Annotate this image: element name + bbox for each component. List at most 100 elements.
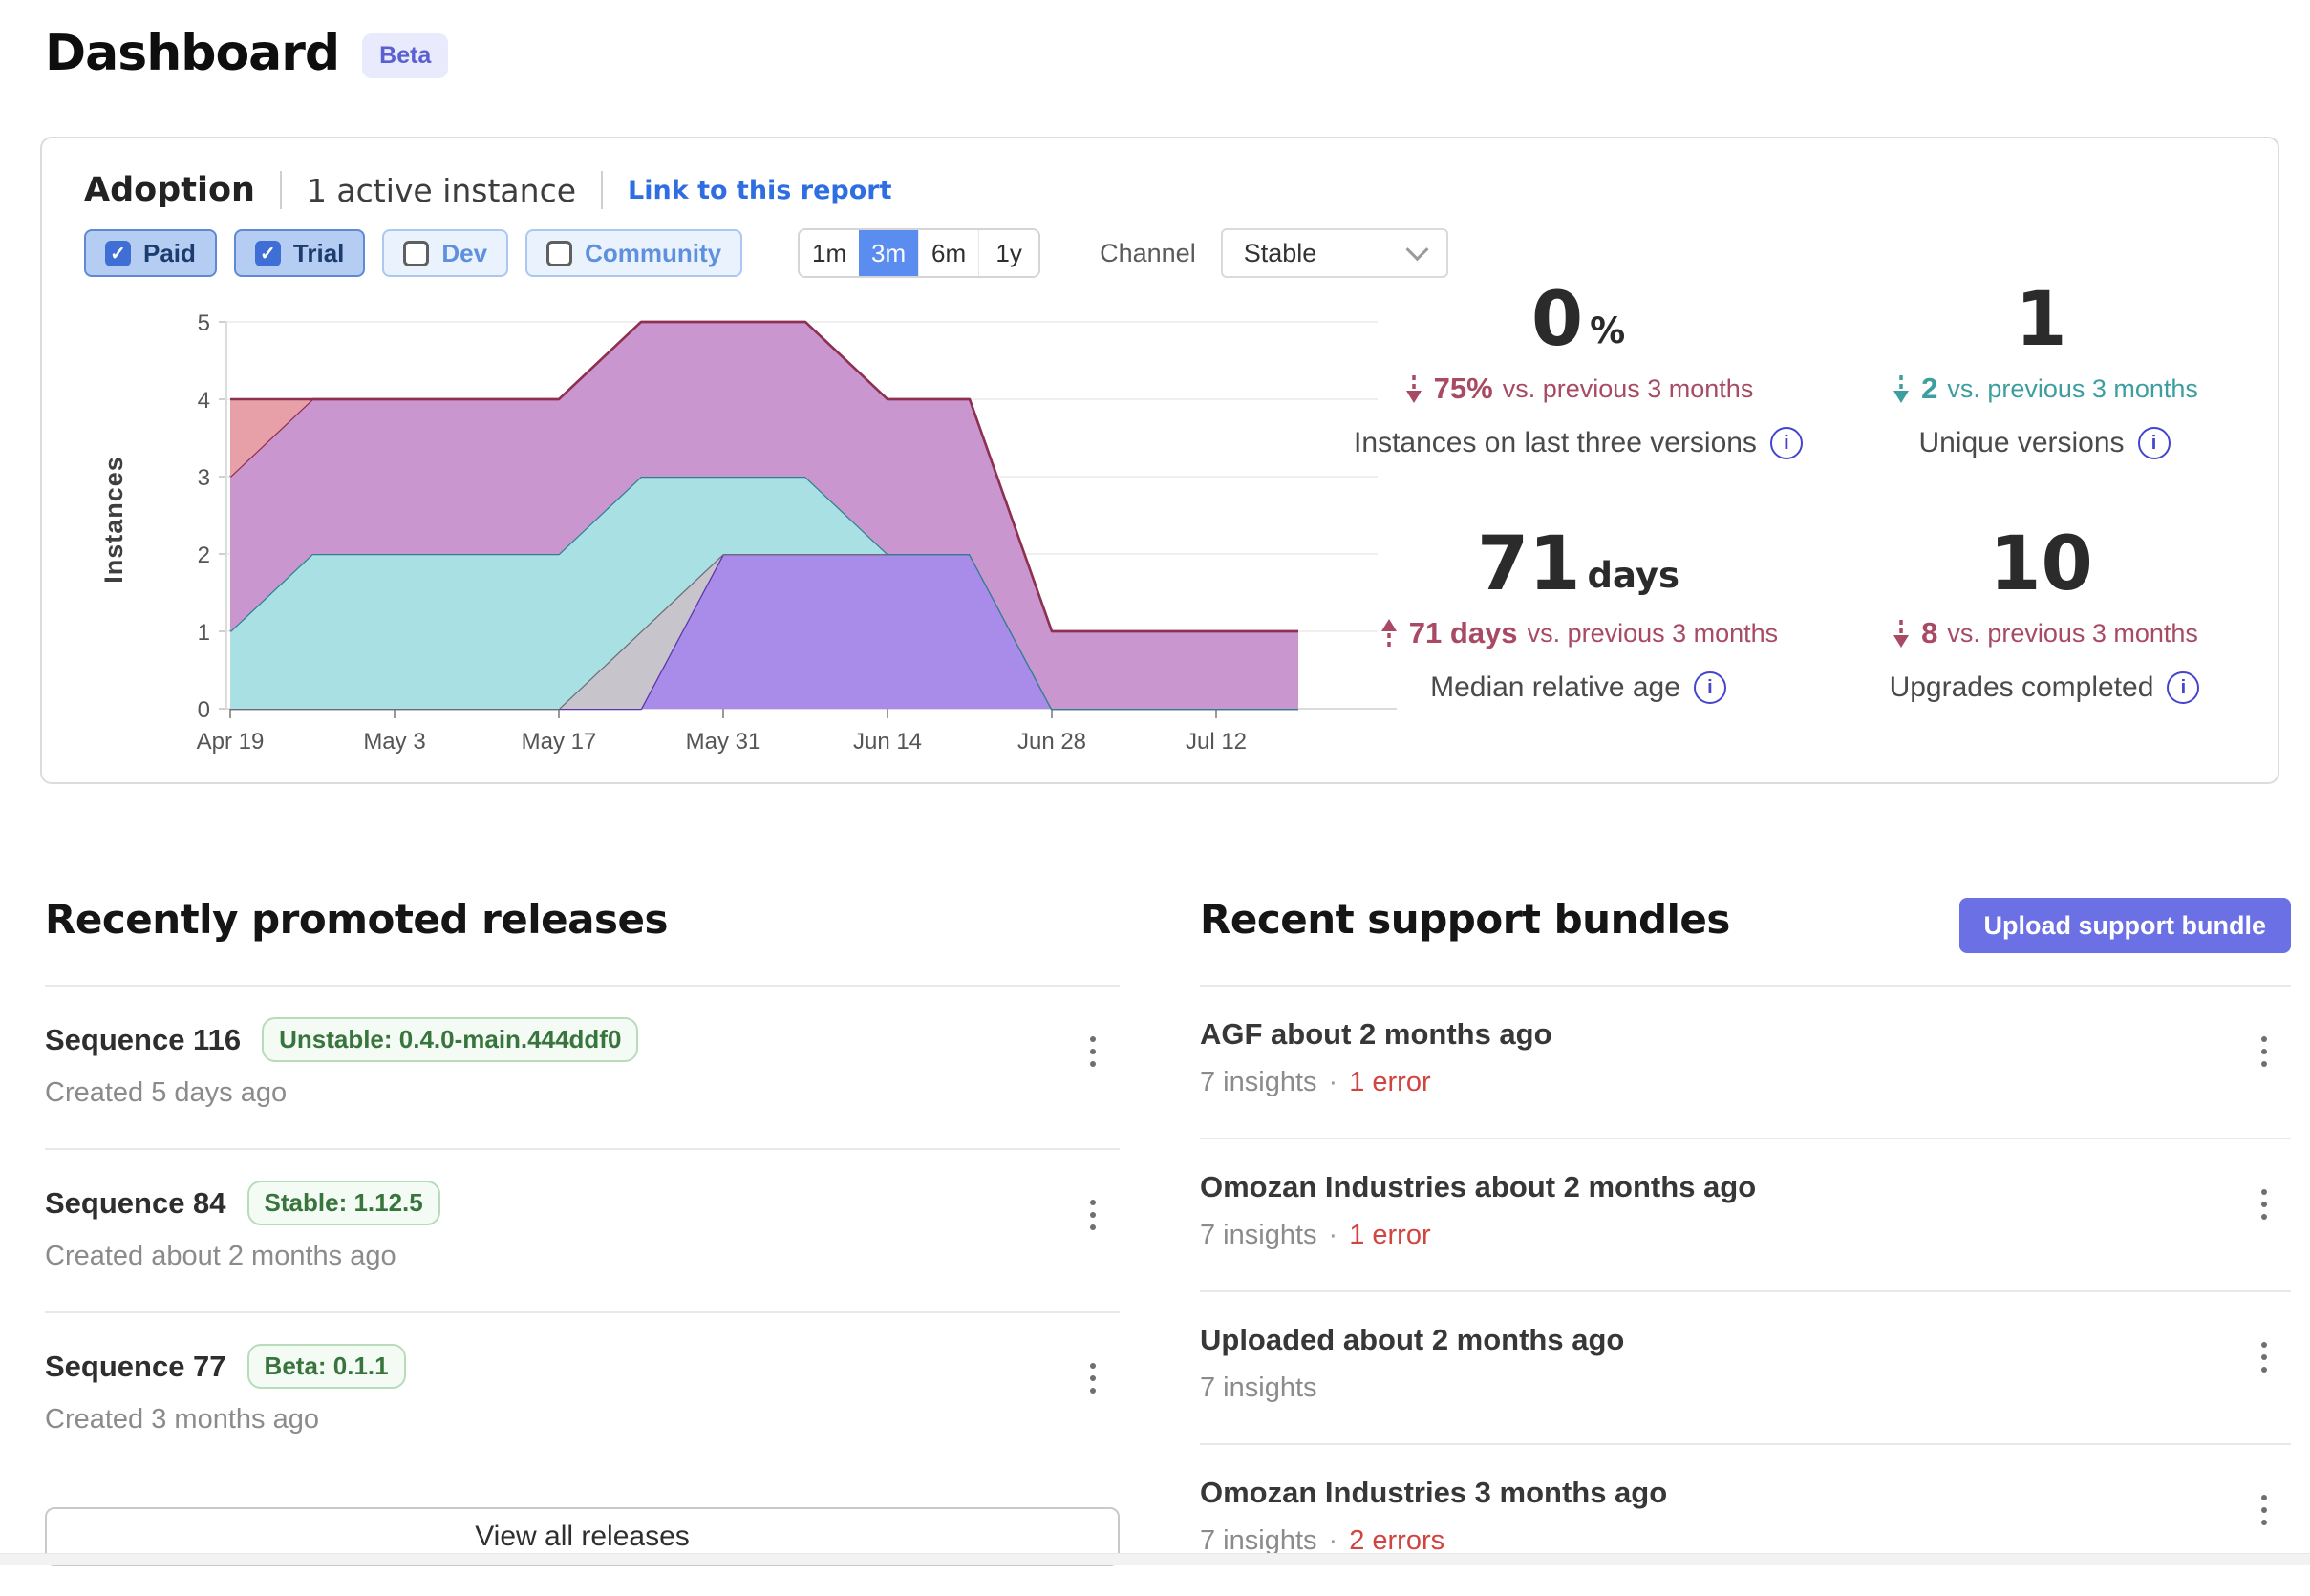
kebab-menu-button[interactable]	[2245, 1334, 2283, 1380]
info-icon[interactable]: i	[1693, 671, 1726, 704]
trend-up-icon	[1379, 617, 1400, 649]
stat-unit: %	[1590, 310, 1626, 351]
filter-toggle-community[interactable]: Community	[525, 229, 743, 277]
stat-label: Upgrades completed	[1889, 671, 2154, 703]
kebab-menu-button[interactable]	[1074, 1192, 1112, 1238]
bundle-title: AGF about 2 months ago	[1200, 1017, 1552, 1051]
release-list: Sequence 116 Unstable: 0.4.0-main.444ddf0…	[45, 985, 1120, 1475]
info-icon[interactable]: i	[2137, 427, 2171, 459]
stat-label: Instances on last three versions	[1354, 427, 1757, 458]
releases-heading: Recently promoted releases	[45, 896, 669, 943]
dot-separator: ·	[1328, 1525, 1338, 1556]
insights-count: 7 insights	[1200, 1373, 1317, 1403]
checked-checkbox-icon: ✓	[254, 240, 281, 266]
support-bundle-row[interactable]: Omozan Industries 3 months ago 7 insights…	[1200, 1443, 2291, 1596]
range-button-3m[interactable]: 3m	[859, 230, 919, 276]
range-button-1y[interactable]: 1y	[978, 230, 1039, 276]
stat-change-suffix: vs. previous 3 months	[1947, 618, 2198, 648]
bundles-heading: Recent support bundles	[1200, 896, 1730, 943]
filter-toggle-trial[interactable]: ✓ Trial	[233, 229, 366, 277]
svg-text:Jul 12: Jul 12	[1186, 729, 1247, 755]
svg-text:May 31: May 31	[686, 729, 761, 755]
support-bundle-row[interactable]: AGF about 2 months ago 7 insights · 1 error	[1200, 985, 2291, 1138]
stat-label: Median relative age	[1430, 671, 1680, 703]
error-count: 1 error	[1349, 1220, 1431, 1250]
chevron-down-icon	[1405, 237, 1429, 261]
release-sequence-title: Sequence 77	[45, 1349, 226, 1383]
area-band-magenta-version	[230, 322, 1298, 709]
error-count: 1 error	[1349, 1067, 1431, 1097]
upload-support-bundle-button[interactable]: Upload support bundle	[1958, 898, 2291, 953]
support-bundle-row[interactable]: Uploaded about 2 months ago 7 insights	[1200, 1290, 2291, 1443]
stat-instances-last-three-versions: 0% 75% vs. previous 3 months Instances on…	[1311, 282, 1846, 459]
stat-unit: days	[1587, 555, 1679, 596]
support-bundle-row[interactable]: Omozan Industries about 2 months ago 7 in…	[1200, 1138, 2291, 1290]
stat-change-suffix: vs. previous 3 months	[1527, 618, 1779, 648]
range-button-1m[interactable]: 1m	[800, 230, 860, 276]
insights-count: 7 insights	[1200, 1525, 1317, 1556]
kebab-menu-button[interactable]	[1074, 1355, 1112, 1401]
kebab-menu-button[interactable]	[1074, 1029, 1112, 1075]
filter-toggle-paid[interactable]: ✓ Paid	[84, 229, 217, 277]
filter-toggle-dev[interactable]: Dev	[382, 229, 509, 277]
bundle-title: Omozan Industries about 2 months ago	[1200, 1170, 1757, 1203]
link-to-report[interactable]: Link to this report	[628, 175, 892, 205]
release-created-date: Created 3 months ago	[45, 1404, 319, 1435]
info-icon[interactable]: i	[1769, 427, 1803, 459]
stat-unique-versions: 1 2 vs. previous 3 months Unique versions…	[1777, 282, 2310, 459]
active-instance-count: 1 active instance	[306, 171, 577, 209]
adoption-card-header: Adoption 1 active instance Link to this …	[84, 171, 892, 209]
unchecked-checkbox-icon	[403, 240, 430, 266]
dot-separator: ·	[1328, 1067, 1338, 1097]
release-created-date: Created 5 days ago	[45, 1077, 288, 1108]
unchecked-checkbox-icon	[546, 240, 573, 266]
trend-down-icon	[1403, 372, 1424, 405]
svg-text:Apr 19: Apr 19	[197, 729, 265, 755]
channel-select[interactable]: Stable	[1220, 228, 1448, 278]
release-row[interactable]: Sequence 84 Stable: 1.12.5 Created about 2…	[45, 1148, 1120, 1311]
stat-change-suffix: vs. previous 3 months	[1502, 373, 1754, 403]
svg-text:2: 2	[198, 543, 210, 568]
svg-text:May 17: May 17	[522, 729, 597, 755]
adoption-card: Adoption 1 active instance Link to this …	[40, 137, 2279, 784]
release-created-date: Created about 2 months ago	[45, 1241, 396, 1271]
divider	[279, 171, 282, 209]
version-badge: Unstable: 0.4.0-main.444ddf0	[262, 1017, 639, 1062]
trend-down-icon	[1891, 617, 1912, 649]
range-button-6m[interactable]: 6m	[918, 230, 979, 276]
svg-text:4: 4	[198, 388, 210, 414]
dot-separator: ·	[1328, 1220, 1338, 1250]
kebab-menu-button[interactable]	[2245, 1029, 2283, 1075]
kebab-menu-button[interactable]	[2245, 1181, 2283, 1227]
area-band-teal-version	[230, 477, 1298, 709]
insights-count: 7 insights	[1200, 1220, 1317, 1250]
version-badge: Stable: 1.12.5	[246, 1181, 440, 1225]
svg-text:3: 3	[198, 465, 210, 491]
filter-label: Paid	[143, 238, 196, 267]
divider	[601, 171, 604, 209]
version-badge: Beta: 0.1.1	[246, 1344, 406, 1389]
release-row[interactable]: Sequence 77 Beta: 0.1.1 Created 3 months a…	[45, 1311, 1120, 1475]
insights-count: 7 insights	[1200, 1067, 1317, 1097]
info-icon[interactable]: i	[2167, 671, 2200, 704]
beta-badge: Beta	[362, 32, 449, 78]
svg-text:Instances: Instances	[99, 456, 128, 584]
channel-selected-value: Stable	[1243, 238, 1317, 267]
stat-value: 1	[2015, 277, 2067, 363]
filter-label: Trial	[292, 238, 345, 267]
stat-label: Unique versions	[1918, 427, 2125, 458]
channel-label: Channel	[1100, 238, 1196, 267]
page-header: Dashboard Beta	[45, 25, 449, 82]
stat-median-relative-age: 71 days 71 days vs. previous 3 months Medi…	[1311, 526, 1846, 704]
recently-promoted-releases-section: Recently promoted releases Sequence 116 U…	[45, 896, 1120, 1566]
kebab-menu-button[interactable]	[2245, 1487, 2283, 1533]
checked-checkbox-icon: ✓	[105, 240, 131, 266]
support-bundle-list: AGF about 2 months ago 7 insights · 1 error…	[1200, 985, 2291, 1596]
svg-text:1: 1	[198, 620, 210, 646]
release-row[interactable]: Sequence 116 Unstable: 0.4.0-main.444ddf0…	[45, 985, 1120, 1148]
adoption-title: Adoption	[84, 171, 255, 209]
stat-change-suffix: vs. previous 3 months	[1947, 373, 2198, 403]
svg-text:May 3: May 3	[363, 729, 425, 755]
stat-change-value: 8	[1921, 616, 1938, 649]
release-sequence-title: Sequence 84	[45, 1185, 226, 1220]
